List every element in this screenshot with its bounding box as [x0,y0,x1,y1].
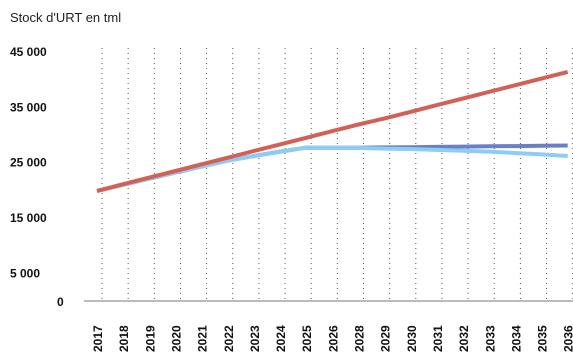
x-tick-2029: 2029 [379,325,393,352]
series-line-2 [96,145,568,193]
y-tick-15000: 15 000 [10,211,47,225]
series-lines [96,69,569,193]
y-tick-labels: 45 000 35 000 25 000 15 000 5 000 0 [10,45,64,309]
x-tick-2031: 2031 [431,325,445,352]
x-tick-2018: 2018 [117,325,131,352]
x-tick-2028: 2028 [353,325,367,352]
x-tick-2026: 2026 [326,325,340,352]
y-tick-25000: 25 000 [10,156,47,170]
x-tick-2022: 2022 [222,325,236,352]
x-tick-labels: 2017 2018 2019 2020 2021 2022 2023 2024 2025 2026… [91,325,573,352]
y-tick-0: 0 [57,295,64,309]
x-tick-2019: 2019 [143,325,157,352]
x-tick-2036: 2036 [562,325,573,352]
x-tick-2017: 2017 [91,325,105,352]
x-tick-2033: 2033 [483,325,497,352]
x-tick-2021: 2021 [196,325,210,352]
x-tick-2025: 2025 [300,325,314,352]
y-tick-35000: 35 000 [10,100,47,114]
y-tick-45000: 45 000 [10,45,47,59]
x-tick-2024: 2024 [274,325,288,352]
x-tick-2020: 2020 [169,325,183,352]
x-tick-2034: 2034 [509,325,523,352]
series-line-3 [96,69,569,193]
x-tick-2035: 2035 [536,325,550,352]
x-tick-2023: 2023 [248,325,262,352]
x-tick-2030: 2030 [405,325,419,352]
y-tick-5000: 5 000 [10,266,40,280]
x-tick-2032: 2032 [457,325,471,352]
chart-title: Stock d'URT en tml [10,10,122,25]
grid-lines [101,48,573,301]
